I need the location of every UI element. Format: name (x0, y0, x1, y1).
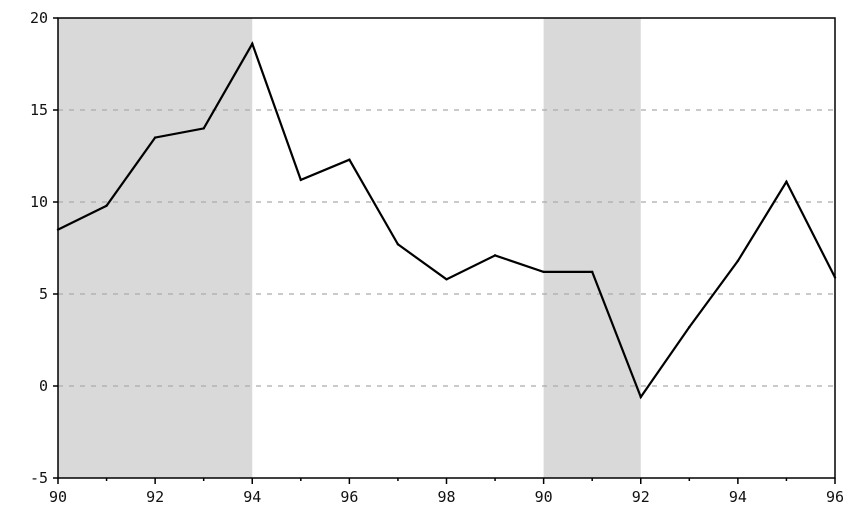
x-tick-label: 92 (146, 488, 164, 506)
tick-labels-layer: -5 0 5 10 15 20 90 92 94 96 98 90 92 94 96 (30, 9, 843, 506)
data-point (348, 158, 351, 161)
x-tick-label: 96 (826, 488, 843, 506)
data-point (688, 325, 691, 329)
y-tick-label: 10 (30, 193, 48, 211)
data-point (251, 42, 254, 45)
x-tick-label: 96 (340, 488, 358, 506)
data-point (445, 278, 448, 281)
recession-shading-layer (58, 18, 641, 478)
axes-layer (53, 17, 836, 484)
y-tick-label: -5 (30, 469, 48, 487)
x-tick-label: 90 (535, 488, 553, 506)
data-point (299, 178, 303, 182)
data-point (736, 259, 740, 263)
x-tick-label: 92 (632, 488, 650, 506)
shaded-period-0 (58, 18, 253, 478)
data-point (396, 243, 400, 246)
data-point (153, 136, 157, 139)
y-tick-label: 5 (39, 285, 48, 303)
y-tick-label: 15 (30, 101, 48, 119)
y-tick-label: 0 (39, 377, 48, 395)
data-point (639, 395, 642, 399)
data-point (590, 270, 594, 274)
y-tick-label: 20 (30, 9, 48, 27)
x-tick-label: 94 (729, 488, 747, 506)
data-point (105, 204, 108, 207)
data-point (785, 180, 788, 183)
data-point (493, 254, 497, 257)
data-point (202, 127, 205, 130)
x-tick-label: 98 (437, 488, 455, 506)
shaded-period-1 (543, 18, 641, 478)
series-layer (56, 41, 837, 400)
gridlines-layer (58, 109, 835, 387)
data-point (542, 270, 545, 274)
x-tick-label: 94 (243, 488, 261, 506)
x-tick-label: 90 (49, 488, 67, 506)
